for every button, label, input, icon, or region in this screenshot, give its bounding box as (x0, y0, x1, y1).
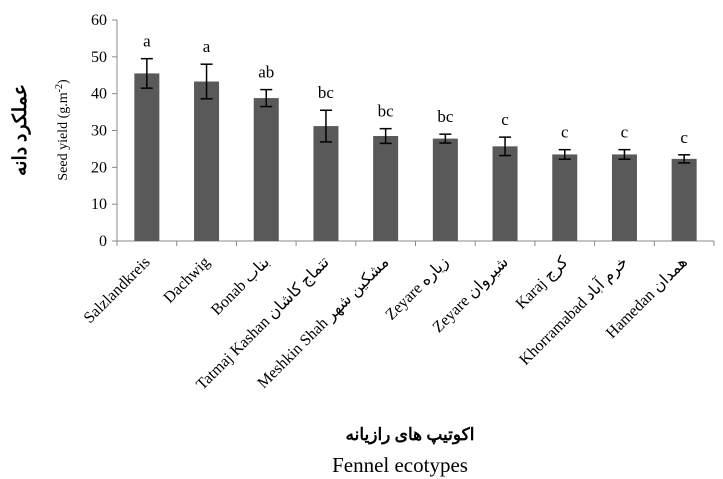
bar (194, 81, 220, 242)
error-bar (260, 88, 273, 108)
bar (492, 146, 518, 241)
x-axis-title: Fennel ecotypes (332, 453, 468, 477)
significance-label: ab (258, 63, 274, 82)
error-bars (140, 57, 691, 164)
significance-label: a (203, 37, 211, 56)
significance-label: c (501, 110, 509, 129)
significance-label: c (680, 128, 688, 147)
bar (134, 73, 160, 242)
category-label: Salzlandkreis (81, 254, 154, 327)
error-bar (499, 136, 512, 157)
error-bar (140, 57, 153, 89)
y-tick-label: 60 (91, 12, 107, 29)
bar (313, 126, 339, 241)
significance-label: a (143, 32, 151, 51)
y-ticks: 0 10 20 30 40 50 60 (91, 12, 117, 250)
category-label: Khorramabad خرم آباد (514, 252, 631, 369)
significance-label: c (621, 123, 629, 142)
category-label: Karaj کرج (513, 254, 572, 313)
y-tick-label: 30 (91, 123, 107, 140)
y-tick-label: 20 (91, 159, 107, 176)
y-tick-label: 50 (91, 49, 107, 66)
error-bar (439, 133, 452, 144)
error-bar (319, 109, 332, 143)
bar (552, 154, 578, 241)
category-label: Bonab بناب (208, 254, 273, 319)
y-axis-title: Seed yield (g.m-2) (54, 79, 72, 181)
x-axis-title-persian: اکوتیپ های رازیانه (345, 425, 474, 445)
error-bar (200, 63, 213, 100)
x-ticks (116, 241, 715, 246)
bars (134, 73, 697, 242)
bar (373, 136, 399, 241)
bar (432, 138, 458, 241)
y-tick-label: 0 (99, 233, 107, 250)
significance-label: c (561, 123, 569, 142)
significance-labels: a a ab bc bc bc c c c c (143, 32, 688, 147)
significance-label: bc (437, 107, 454, 126)
y-tick-label: 40 (91, 86, 107, 103)
error-bar (618, 148, 631, 160)
bar (611, 154, 637, 241)
y-axis-title-persian: عملکرد دانه (10, 84, 31, 176)
y-tick-label: 10 (91, 196, 107, 213)
bar (671, 158, 697, 241)
bar (253, 98, 279, 241)
error-bar (558, 148, 571, 160)
error-bar (379, 127, 392, 145)
significance-label: bc (318, 83, 335, 102)
category-label: Dachwig (161, 254, 214, 307)
error-bar (678, 154, 691, 164)
significance-label: bc (378, 102, 395, 121)
